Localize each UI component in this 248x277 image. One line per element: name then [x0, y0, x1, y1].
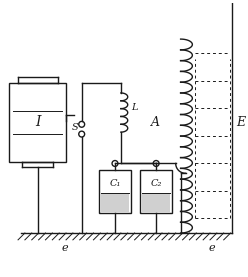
Bar — [140, 170, 172, 213]
Text: A: A — [151, 116, 160, 129]
Bar — [142, 193, 170, 212]
Text: E: E — [236, 116, 246, 129]
Text: I: I — [35, 115, 40, 129]
Bar — [9, 83, 66, 161]
Text: S: S — [72, 123, 79, 132]
Text: e: e — [62, 243, 68, 253]
Text: C₂: C₂ — [151, 179, 162, 188]
Text: C₁: C₁ — [109, 179, 121, 188]
Bar — [101, 193, 129, 212]
Text: L: L — [131, 103, 137, 112]
Bar — [99, 170, 131, 213]
Text: e: e — [209, 243, 215, 253]
